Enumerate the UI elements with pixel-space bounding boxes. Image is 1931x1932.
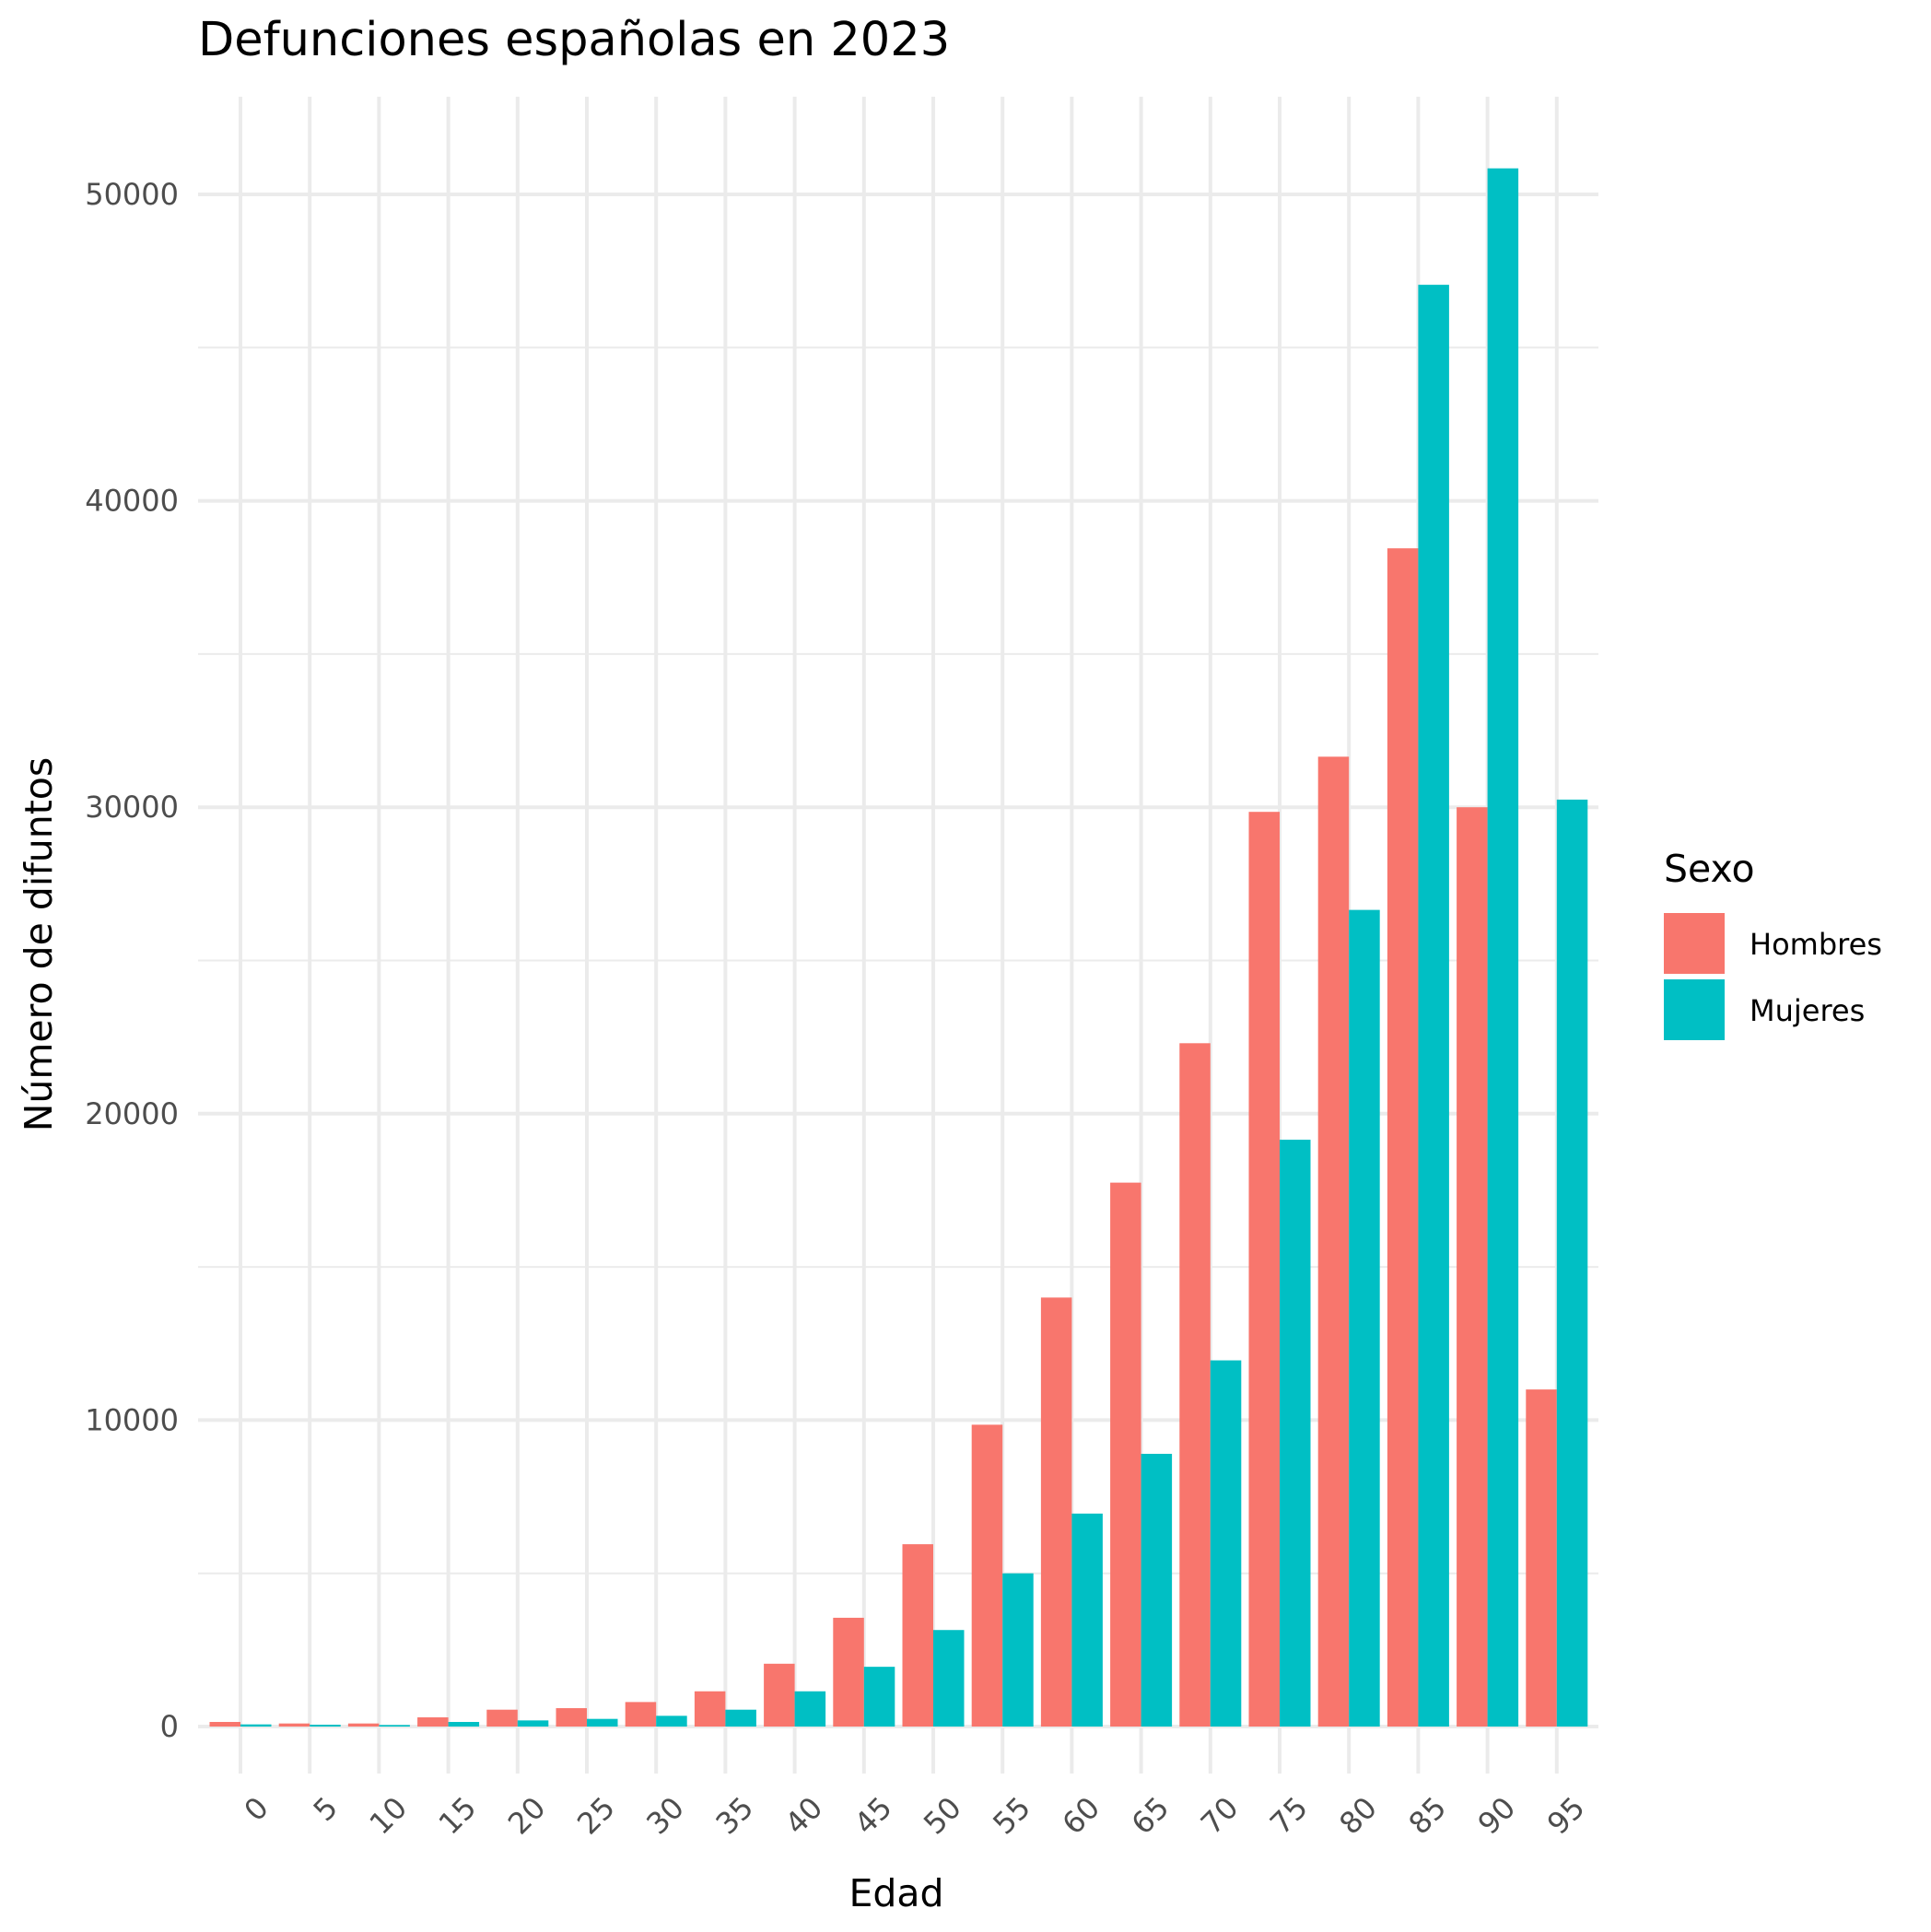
x-axis-ticks: 0 5 10 15 20 25 30 35 40 45 50 55 60 65 70 75 80 85 90 95 (237, 1790, 1591, 1842)
bar-hombres-75 (1248, 812, 1280, 1727)
bar-mujeres-45 (863, 1667, 895, 1727)
x-tick-label: 90 (1471, 1790, 1523, 1842)
x-tick-label: 75 (1263, 1790, 1315, 1842)
bar-hombres-65 (1110, 1182, 1141, 1727)
bar-mujeres-85 (1418, 285, 1449, 1727)
bar-mujeres-35 (725, 1709, 756, 1727)
x-tick-label: 25 (570, 1790, 622, 1842)
bar-hombres-0 (209, 1722, 240, 1727)
bar-mujeres-90 (1487, 168, 1519, 1727)
bar-hombres-10 (347, 1723, 380, 1727)
bar-hombres-40 (764, 1663, 795, 1727)
bar-mujeres-10 (379, 1725, 410, 1727)
bar-hombres-90 (1457, 807, 1488, 1727)
x-tick-label: 20 (501, 1790, 553, 1842)
x-tick-label: 50 (917, 1790, 968, 1842)
bar-hombres-30 (625, 1702, 657, 1727)
bar-mujeres-65 (1141, 1453, 1173, 1727)
bar-mujeres-55 (1002, 1573, 1034, 1727)
bar-hombres-25 (556, 1708, 587, 1727)
bar-hombres-20 (486, 1709, 518, 1727)
x-tick-label: 95 (1540, 1790, 1592, 1842)
bar-mujeres-75 (1280, 1140, 1311, 1727)
x-tick-label: 0 (237, 1790, 275, 1828)
bars (209, 168, 1588, 1727)
legend-label-hombres: Hombres (1750, 927, 1882, 962)
legend-title: Sexo (1664, 847, 1755, 891)
bar-hombres-95 (1526, 1389, 1557, 1727)
bar-hombres-60 (1040, 1297, 1072, 1727)
legend-label-mujeres: Mujeres (1750, 993, 1865, 1028)
bar-mujeres-20 (517, 1720, 549, 1727)
bar-mujeres-50 (933, 1630, 965, 1727)
bar-mujeres-30 (656, 1715, 687, 1727)
x-tick-label: 55 (986, 1790, 1037, 1842)
y-tick-label: 50000 (85, 177, 179, 212)
x-axis-title: Edad (848, 1871, 943, 1915)
bar-mujeres-25 (587, 1718, 618, 1727)
bar-hombres-85 (1387, 548, 1419, 1727)
chart-title: Defunciones españolas en 2023 (198, 13, 950, 67)
x-tick-label: 80 (1332, 1790, 1384, 1842)
y-tick-label: 0 (160, 1709, 179, 1744)
bar-hombres-70 (1179, 1043, 1211, 1727)
y-axis-title: Número de difuntos (17, 757, 61, 1132)
x-tick-label: 30 (639, 1790, 691, 1842)
x-tick-label: 15 (432, 1790, 484, 1842)
x-tick-label: 85 (1401, 1790, 1453, 1842)
bar-hombres-15 (417, 1717, 449, 1727)
bar-hombres-50 (902, 1544, 933, 1727)
x-tick-label: 40 (778, 1790, 830, 1842)
bar-mujeres-0 (240, 1724, 272, 1727)
bar-hombres-5 (278, 1723, 310, 1727)
x-tick-label: 5 (307, 1790, 345, 1828)
y-axis-ticks: 0 10000 20000 30000 40000 50000 (85, 177, 179, 1744)
y-tick-label: 30000 (85, 790, 179, 825)
y-tick-label: 40000 (85, 484, 179, 519)
x-tick-label: 45 (848, 1790, 899, 1842)
y-tick-label: 10000 (85, 1402, 179, 1437)
bar-mujeres-80 (1349, 909, 1380, 1727)
y-tick-label: 20000 (85, 1096, 179, 1131)
x-tick-label: 70 (1194, 1790, 1246, 1842)
bar-mujeres-15 (448, 1722, 480, 1727)
bar-hombres-45 (833, 1617, 864, 1727)
bar-hombres-80 (1317, 756, 1350, 1727)
bar-mujeres-70 (1210, 1360, 1242, 1727)
bar-hombres-35 (694, 1691, 726, 1727)
legend-key-hombres (1664, 913, 1725, 974)
x-tick-label: 60 (1055, 1790, 1106, 1842)
bar-hombres-55 (971, 1424, 1003, 1727)
bar-mujeres-95 (1556, 799, 1588, 1727)
legend: Sexo Hombres Mujeres (1664, 847, 1882, 1040)
x-tick-label: 10 (362, 1790, 414, 1842)
bar-mujeres-40 (794, 1691, 826, 1727)
legend-key-mujeres (1664, 979, 1725, 1040)
bar-mujeres-5 (310, 1725, 341, 1727)
x-tick-label: 35 (708, 1790, 760, 1842)
bar-mujeres-60 (1071, 1513, 1103, 1727)
x-tick-label: 65 (1125, 1790, 1176, 1842)
